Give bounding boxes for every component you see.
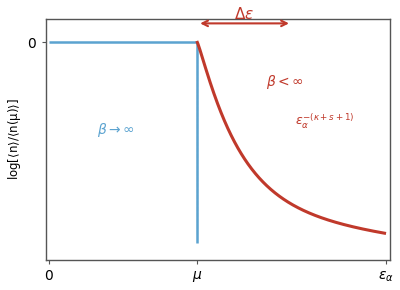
Y-axis label: $\rm log[\langle n\rangle/\langle n(\mu)\rangle]$: $\rm log[\langle n\rangle/\langle n(\mu)… [6, 99, 22, 180]
Text: $\beta < \infty$: $\beta < \infty$ [266, 73, 304, 91]
Text: $\beta{\to}\infty$: $\beta{\to}\infty$ [98, 121, 135, 139]
Text: $\epsilon_\alpha^{-(\kappa+s+1)}$: $\epsilon_\alpha^{-(\kappa+s+1)}$ [295, 112, 355, 131]
Text: $\Delta\epsilon$: $\Delta\epsilon$ [234, 6, 255, 22]
